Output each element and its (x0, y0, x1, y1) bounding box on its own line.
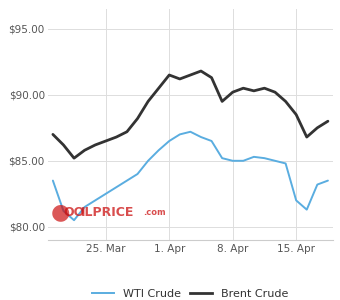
Text: OO: OO (63, 206, 85, 219)
Text: .com: .com (143, 208, 166, 217)
Legend: WTI Crude, Brent Crude: WTI Crude, Brent Crude (88, 284, 293, 300)
Text: ILPRICE: ILPRICE (81, 206, 134, 219)
Text: ●: ● (50, 202, 70, 222)
